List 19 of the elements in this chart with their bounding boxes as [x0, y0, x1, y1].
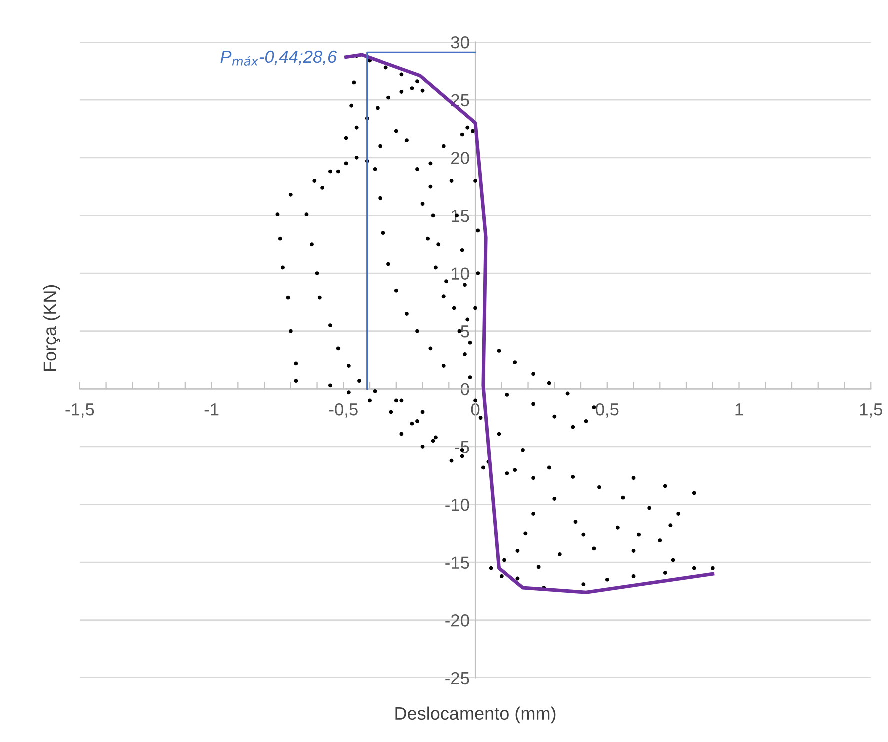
y-tick-label: 0: [460, 383, 470, 396]
x-axis-title: Deslocamento (mm): [396, 706, 556, 724]
x-tick-label: -1: [204, 404, 219, 416]
y-tick-label: 30: [451, 36, 470, 49]
y-tick-label: -15: [446, 556, 470, 570]
y-tick-label: -20: [446, 614, 470, 627]
y-tick-label: 20: [452, 152, 470, 164]
annotation: P$_{máx}$-0,44;28,6: [220, 50, 338, 66]
x-tick-label: 1: [736, 404, 744, 416]
x-tick-label: 0,5: [596, 403, 619, 418]
x-tick-label: 1,5: [860, 404, 882, 418]
y-tick-label: 5: [461, 326, 470, 338]
y-tick-label: -10: [446, 498, 470, 512]
x-tick-label: -0,5: [329, 403, 358, 418]
y-tick-label: 10: [452, 268, 470, 280]
y-tick-label: -25: [446, 672, 470, 685]
x-tick-label: -1,5: [66, 404, 94, 418]
y-axis-title: Força (KN): [43, 285, 60, 372]
y-tick-label: 15: [452, 210, 470, 222]
